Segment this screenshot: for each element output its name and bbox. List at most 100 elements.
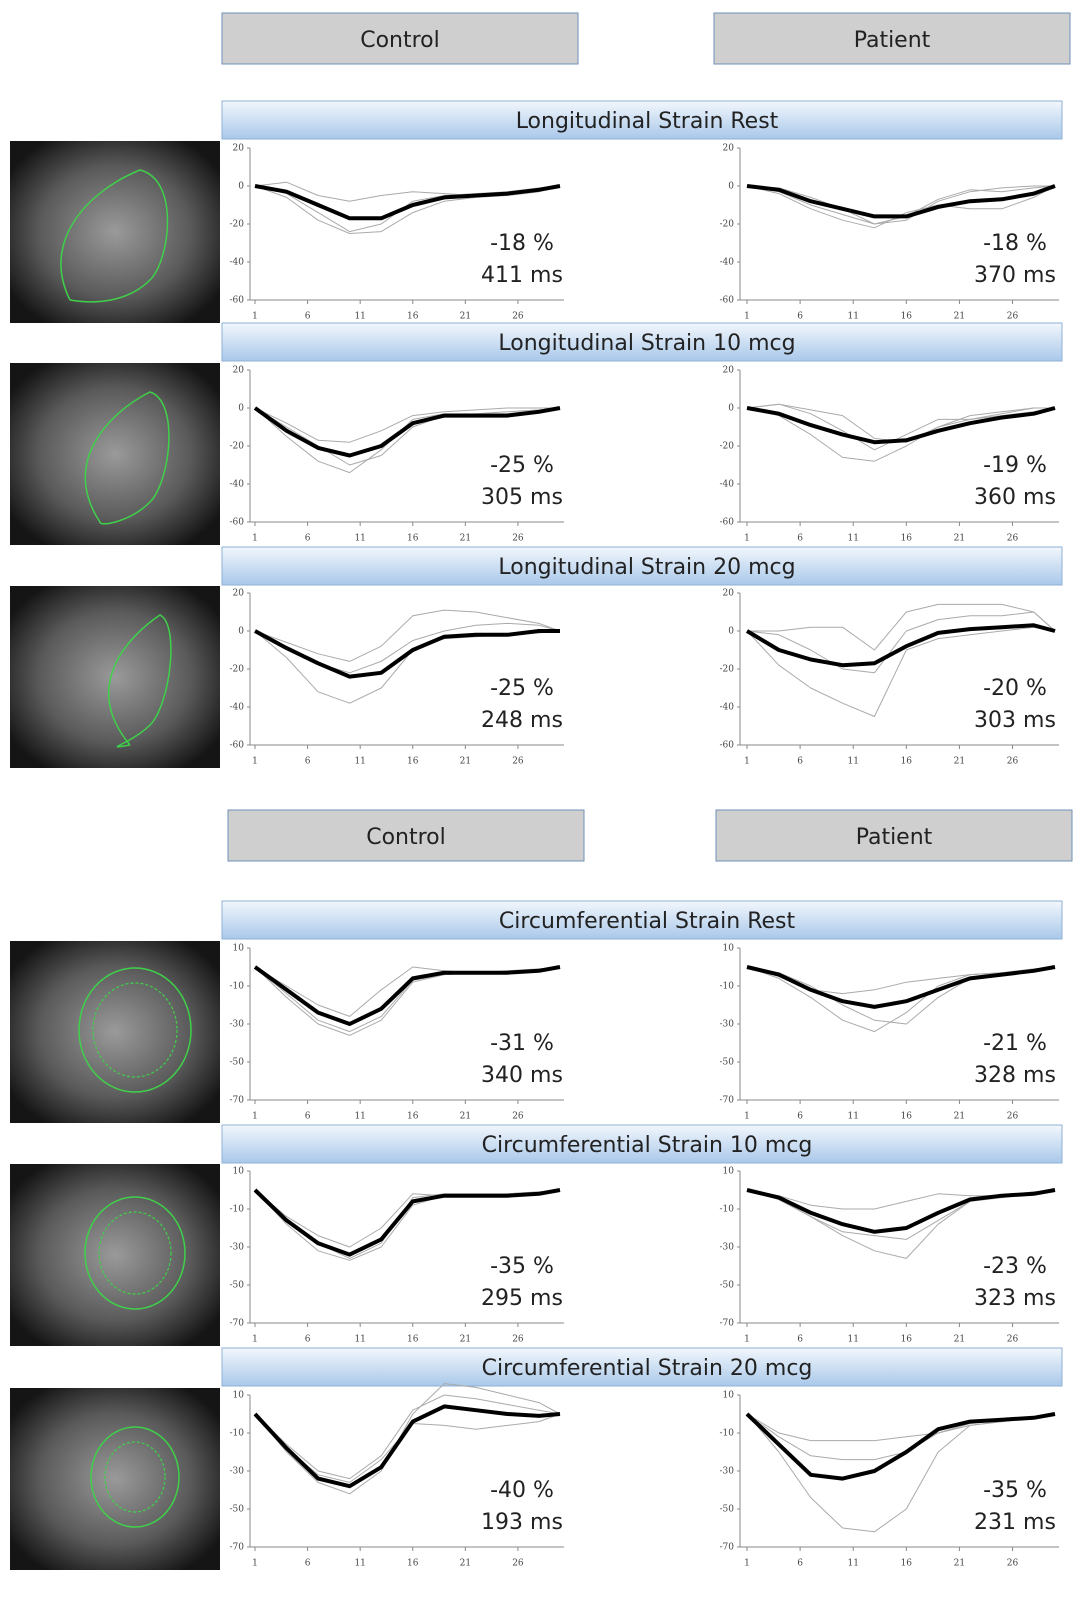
header-label: Patient [856,825,933,850]
epicardial-contour [90,1426,180,1528]
segment-strain-line [746,185,1056,229]
y-tick-label: -20 [720,220,735,230]
y-tick-label: -10 [720,982,735,992]
y-tick-label: -10 [230,1429,245,1439]
x-tick-label: 1 [744,534,750,544]
annotation: -35 % [490,1254,554,1279]
row-title: Circumferential Strain Rest [499,909,796,934]
x-tick-label: 26 [1007,1112,1019,1122]
mean-strain-line [253,965,561,1026]
row-title-bar [221,322,1063,362]
x-tick-label: 16 [407,757,419,767]
x-tick-label: 21 [954,1559,965,1569]
mri-image [10,363,220,545]
x-tick-label: 1 [744,312,750,322]
y-tick-label: -70 [230,1096,245,1106]
annotation: -23 % [983,1254,1047,1279]
annotation: -35 % [983,1478,1047,1503]
row-title: Longitudinal Strain Rest [516,109,779,134]
x-tick-label: 11 [847,312,858,322]
x-tick-label: 1 [252,1559,258,1569]
x-tick-label: 16 [407,1559,419,1569]
x-tick-label: 16 [901,312,913,322]
x-tick-label: 16 [901,1335,913,1345]
segment-strain-line [254,609,561,662]
y-tick-label: -50 [230,1505,245,1515]
mri-image [10,1388,220,1570]
x-tick-label: 16 [407,312,419,322]
y-tick-label: -40 [720,480,735,490]
header-box [221,12,579,65]
y-tick-label: -30 [720,1243,735,1253]
annotation: -18 % [490,231,554,256]
row-title: Longitudinal Strain 20 mcg [498,555,795,580]
x-tick-label: 21 [954,312,965,322]
mri-image [10,586,220,768]
y-tick-label: -20 [230,665,245,675]
x-tick-label: 1 [744,757,750,767]
annotation: 323 ms [974,1286,1056,1311]
x-tick-label: 26 [1007,534,1019,544]
x-tick-label: 26 [512,1335,524,1345]
x-tick-label: 6 [797,757,803,767]
x-tick-label: 11 [354,1335,365,1345]
annotation: -21 % [983,1031,1047,1056]
x-tick-label: 1 [252,1112,258,1122]
x-tick-label: 16 [407,534,419,544]
y-tick-label: -10 [230,1205,245,1215]
segment-strain-line [254,1189,561,1248]
row-title-bar [221,900,1063,940]
annotation: 370 ms [974,263,1056,288]
y-tick-label: -60 [230,518,245,528]
segment-strain-line [747,603,1056,651]
annotation: -31 % [490,1031,554,1056]
row-title: Circumferential Strain 20 mcg [482,1356,813,1381]
segment-strain-line [746,1189,1056,1240]
row-title-bar [221,1347,1063,1387]
annotation: 305 ms [481,485,563,510]
annotation: -25 % [490,453,554,478]
y-tick-label: -50 [230,1281,245,1291]
x-tick-label: 21 [460,1559,471,1569]
annotation: -25 % [490,676,554,701]
x-tick-label: 11 [354,1112,365,1122]
segment-strain-line [254,1383,561,1495]
y-tick-label: -60 [230,296,245,306]
header-box [715,809,1073,862]
x-tick-label: 26 [1007,757,1019,767]
mri-image [10,941,220,1123]
header-label: Control [366,825,446,850]
y-tick-label: 0 [238,627,244,637]
y-tick-label: 20 [233,589,245,599]
y-tick-label: -30 [230,1020,245,1030]
y-tick-label: -70 [720,1543,735,1553]
x-tick-label: 16 [407,1335,419,1345]
mean-strain-line [253,1404,561,1489]
y-tick-label: 20 [233,144,245,154]
x-tick-label: 6 [797,312,803,322]
x-tick-label: 11 [354,312,365,322]
x-tick-label: 26 [512,312,524,322]
x-tick-label: 26 [512,534,524,544]
mri-image [10,1164,220,1346]
annotation: 295 ms [481,1286,563,1311]
x-tick-label: 6 [797,1112,803,1122]
segment-strain-line [746,626,1056,717]
mri-image [10,141,220,323]
endocardial-contour [92,982,178,1078]
y-tick-label: -10 [720,1429,735,1439]
annotation: -19 % [983,453,1047,478]
x-tick-label: 6 [797,1559,803,1569]
mean-strain-line [746,965,1056,1009]
y-tick-label: -40 [230,258,245,268]
mean-strain-line [746,184,1056,219]
x-tick-label: 1 [252,534,258,544]
y-tick-label: -20 [230,220,245,230]
y-tick-label: 0 [728,627,734,637]
x-tick-label: 11 [847,534,858,544]
header-label: Control [360,28,440,53]
x-tick-label: 11 [354,1559,365,1569]
y-tick-label: 20 [233,366,245,376]
annotation: 231 ms [974,1510,1056,1535]
